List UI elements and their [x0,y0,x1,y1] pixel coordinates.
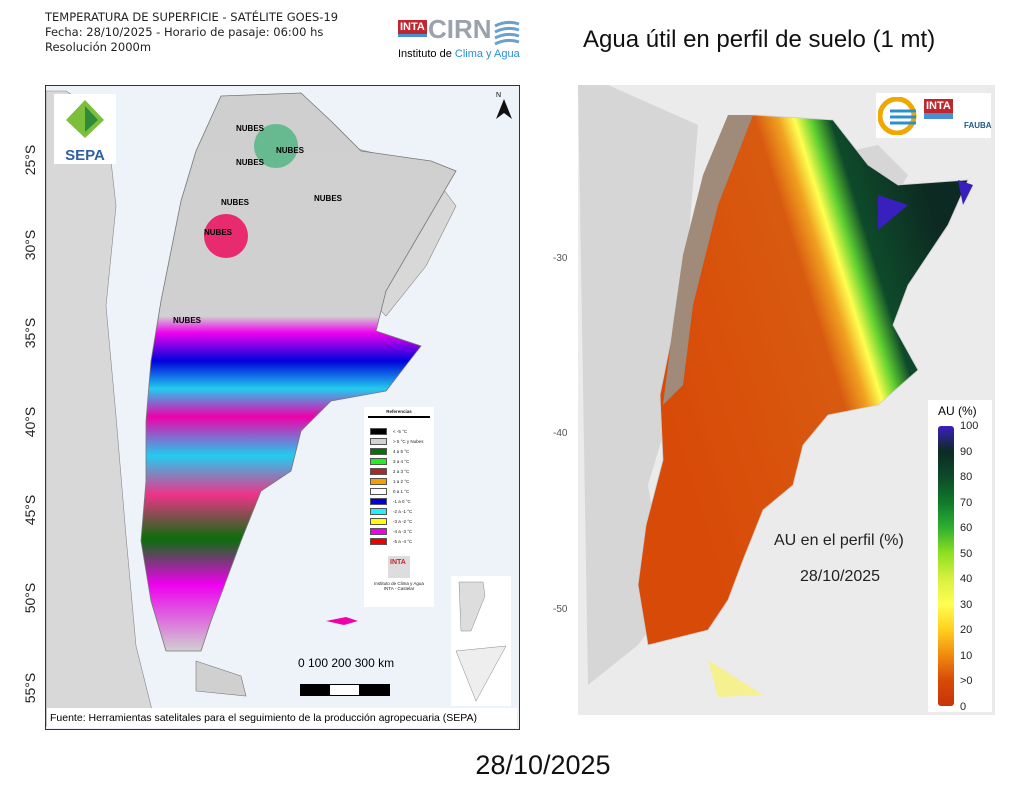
legend-swatch [370,477,387,485]
lat-label: 45°S [22,494,38,526]
lat-tick: -30 [553,253,568,264]
colorbar-label: 0 [960,700,967,713]
colorbar-label: 100 [960,420,979,432]
legend-item: -1 a 0 °C [370,496,434,506]
legend-item: 4 a 5 °C [370,446,434,456]
legend-item: > 5 °C y Nubes [370,436,434,446]
colorbar-label: 10 [960,649,973,662]
header-line: Resolución 2000m [45,40,152,54]
au-colorbar: AU (%) 100 90 80 70 60 50 40 30 20 10 >0 0 [928,400,992,713]
legend-label: -3 a -2 °C [393,518,413,524]
left-map-header: TEMPERATURA DE SUPERFICIE - SATÉLITE GOE… [45,10,338,55]
legend-swatch [370,437,387,445]
lat-label: 30°S [22,229,38,261]
scale-labels: 0 100 200 300 km [298,656,395,670]
partner-logos: INTA FAUBA [876,93,992,138]
lat-label: 55°S [22,672,38,704]
map-annotation: AU en el perfil (%) [774,532,904,549]
header-line: Fecha: 28/10/2025 - Horario de pasaje: 0… [45,25,324,39]
legend-label: 1 a 2 °C [393,478,410,484]
legend-label: -4 a -3 °C [393,528,413,534]
colorbar-label: 90 [960,445,973,458]
leaf-icon [66,100,104,138]
lat-tick: -40 [553,428,568,439]
surface-temperature-map: SEPA N NUBES NUBES NUBES NUBES NUBES NUB… [45,85,520,730]
cloud-label: NUBES [204,228,233,237]
right-map-title: Agua útil en perfil de suelo (1 mt) [583,26,936,53]
colorbar-label: 60 [960,522,973,534]
colorbar-gradient [938,426,954,706]
cloud-label: NUBES [276,146,305,155]
legend-label: 2 a 3 °C [393,468,410,474]
legend-label: < -5 °C [393,428,408,434]
colorbar-label: 50 [960,547,973,560]
legend-label: 4 a 5 °C [393,448,410,454]
sepa-logo: SEPA [54,94,116,164]
inta-logo: INTA [388,556,410,578]
legend-swatch [370,457,387,465]
legend-item: 0 a 1 °C [370,486,434,496]
source-note: Fuente: Herramientas satelitales para el… [47,708,517,728]
legend-item: -5 a -4 °C [370,536,434,546]
colorbar-label: >0 [960,675,973,687]
cloud-label: NUBES [236,158,265,167]
legend-swatch [370,517,387,525]
legend-label: 3 a 4 °C [393,458,410,464]
inset-locator-map [451,576,511,706]
legend-swatch [370,507,387,515]
cloud-label: NUBES [173,316,202,325]
north-arrow-icon [496,99,512,119]
cloud-label: NUBES [314,194,343,203]
map-annotation-date: 28/10/2025 [800,568,881,585]
lat-label: 25°S [22,144,38,176]
cirn-logo: INTA CIRN Instituto de Clima y Agua [398,14,520,60]
colorbar-label: 70 [960,496,973,509]
colorbar-label: 40 [960,573,973,585]
lat-label: 40°S [22,406,38,438]
legend-swatch [370,427,387,435]
legend-item: -3 a -2 °C [370,516,434,526]
colorbar-label: 20 [960,624,973,636]
legend-swatch [370,537,387,545]
lat-label: 50°S [22,582,38,614]
soil-water-map: INTA FAUBA AU en el perfil (%) 28/10/202… [578,85,995,715]
legend-item: 3 a 4 °C [370,456,434,466]
legend-label: -5 a -4 °C [393,538,413,544]
north-arrow: N [496,92,512,121]
temperature-legend: Referencias < -5 °C > 5 °C y Nubes 4 a 5 °… [364,407,434,607]
colorbar-label: 80 [960,471,973,483]
colorbar-label: 30 [960,598,973,611]
legend-swatch [370,527,387,535]
legend-item: -4 a -3 °C [370,526,434,536]
legend-label: 0 a 1 °C [393,488,410,494]
legend-swatch [370,497,387,505]
legend-item: < -5 °C [370,426,434,436]
legend-label: -2 a -1 °C [393,508,413,514]
waves-icon [494,20,520,46]
legend-label: -1 a 0 °C [393,498,411,504]
footer-date: 28/10/2025 [475,750,611,780]
wave-sun-logo-icon [878,97,917,135]
legend-swatch [370,447,387,455]
legend-swatch [370,487,387,495]
lat-tick: -50 [553,604,568,615]
lat-label: 35°S [22,317,38,349]
legend-swatch [370,467,387,475]
legend-label: > 5 °C y Nubes [393,438,424,444]
legend-item: 1 a 2 °C [370,476,434,486]
cloud-label: NUBES [236,124,265,133]
legend-item: -2 a -1 °C [370,506,434,516]
scale-bar [300,684,390,696]
cloud-label: NUBES [221,198,250,207]
legend-item: 2 a 3 °C [370,466,434,476]
header-line: TEMPERATURA DE SUPERFICIE - SATÉLITE GOE… [45,10,339,24]
